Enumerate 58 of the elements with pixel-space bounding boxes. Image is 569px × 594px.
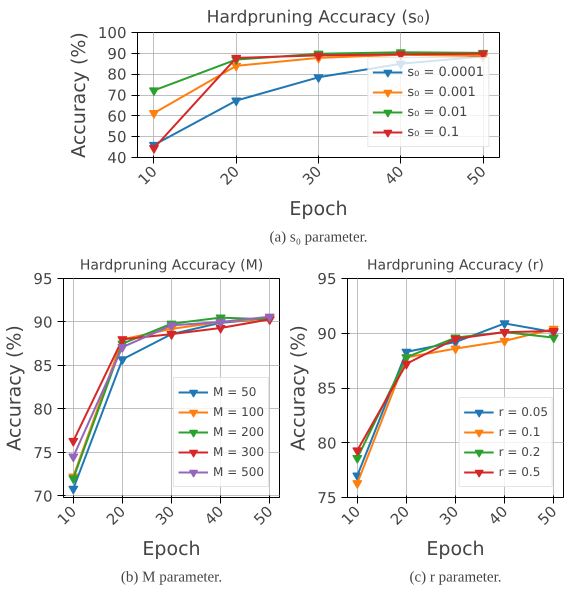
y-tick-label: 85 (317, 380, 337, 398)
legend-label: r = 0.1 (498, 425, 540, 439)
y-tick-label: 90 (33, 313, 53, 332)
x-tick-label: 10 (338, 502, 364, 529)
text: (a) s₀ parameter. (269, 230, 368, 246)
y-tick-label: 80 (33, 400, 53, 418)
legend-label: M = 50 (213, 385, 256, 399)
y-tick-label: 75 (33, 444, 53, 462)
text: (b) M parameter. (120, 570, 222, 586)
x-tick-label: 30 (298, 162, 326, 189)
y-tick-label: 95 (33, 270, 53, 288)
x-axis-title: Epoch (142, 538, 201, 560)
y-tick-label: 80 (107, 66, 127, 84)
y-tick-label: 90 (317, 324, 337, 343)
x-tick-label: 30 (152, 502, 178, 529)
chart-title: Hardpruning Accuracy (s₀) (206, 8, 430, 28)
legend-label: r = 0.05 (498, 405, 548, 419)
x-tick-label: 40 (381, 162, 408, 189)
legend-label: M = 100 (213, 405, 264, 419)
x-tick-label: 50 (250, 502, 276, 529)
y-tick-label: 70 (33, 487, 53, 506)
y-tick-label: 70 (107, 86, 127, 104)
y-axis-title: Accuracy (%) (287, 325, 310, 451)
legend-label: M = 500 (213, 465, 264, 479)
x-tick-label: 20 (102, 502, 130, 529)
y-tick-label: 40 (107, 149, 127, 167)
x-axis-title: Epoch (426, 538, 485, 560)
x-axis-title: Epoch (289, 198, 348, 220)
y-tick-label: 95 (317, 270, 337, 288)
y-tick-label: 80 (317, 434, 337, 452)
x-tick-label: 40 (485, 502, 512, 529)
x-tick-label: 10 (54, 502, 80, 529)
x-tick-label: 10 (134, 162, 161, 189)
text: (c) r parameter. (409, 570, 502, 586)
x-tick-label: 30 (436, 502, 462, 529)
x-tick-label: 50 (534, 502, 560, 529)
legend-label: M = 300 (213, 445, 264, 459)
x-tick-label: 50 (464, 162, 490, 189)
x-tick-label: 20 (386, 502, 414, 529)
y-tick-label: 90 (107, 44, 127, 63)
legend-label: M = 200 (213, 425, 264, 439)
y-tick-label: 50 (107, 128, 127, 146)
y-tick-label: 100 (98, 24, 127, 42)
legend-label: s₀ = 0.0001 (407, 64, 484, 80)
legend-label: s₀ = 0.01 (407, 104, 468, 120)
legend-label: r = 0.2 (498, 445, 540, 459)
y-tick-label: 60 (107, 107, 127, 126)
x-tick-label: 20 (216, 162, 243, 189)
y-axis-title: Accuracy (%) (68, 32, 90, 158)
y-axis-title: Accuracy (%) (3, 325, 26, 451)
legend-label: s₀ = 0.001 (407, 84, 476, 100)
chart-title: Hardpruning Accuracy (M) (80, 258, 264, 274)
x-tick-label: 40 (201, 502, 228, 529)
chart-title: Hardpruning Accuracy (r) (366, 258, 544, 274)
y-tick-label: 75 (317, 489, 337, 507)
y-tick-label: 85 (33, 356, 53, 375)
legend-label: r = 0.5 (498, 465, 540, 479)
legend-label: s₀ = 0.1 (407, 124, 460, 140)
